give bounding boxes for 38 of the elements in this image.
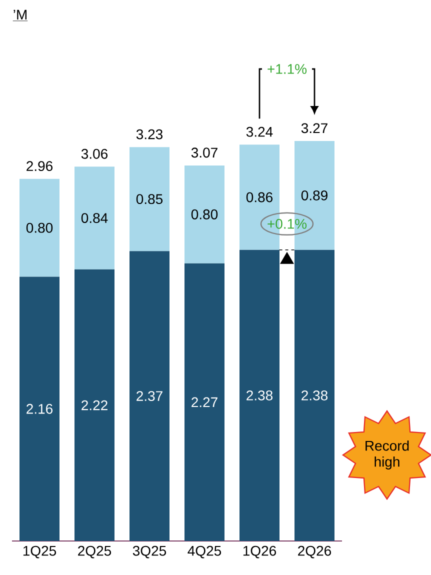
data-label: 2.38 (302, 390, 328, 400)
total-label: 3.23 (136, 129, 162, 140)
data-label: 0.85 (136, 194, 163, 204)
bar (74, 269, 114, 541)
data-label: 0.80 (26, 222, 53, 233)
text: +1.1% (268, 64, 307, 74)
data-label: 0.89 (301, 190, 328, 200)
x-tick-label: 4Q25 (188, 546, 222, 558)
x-tick-label: 3Q25 (132, 546, 166, 558)
total-label: 3.07 (191, 148, 218, 158)
text: ’M (14, 10, 26, 20)
total-label: 3.06 (81, 148, 108, 159)
data-label: 0.84 (81, 213, 108, 224)
bar (130, 147, 170, 252)
bar (239, 250, 280, 541)
data-label: 2.38 (246, 390, 273, 400)
total-label: 3.24 (246, 126, 273, 137)
bar (294, 250, 334, 541)
bar (184, 165, 224, 264)
bar (74, 166, 114, 270)
data-label: 0.80 (191, 209, 218, 220)
data-label: 0.86 (246, 192, 272, 202)
annotation: +0.1% (268, 218, 307, 229)
bar (130, 251, 170, 541)
x-tick-label: 2Q25 (78, 546, 112, 558)
text: Record high (366, 440, 409, 470)
bar (20, 276, 60, 541)
total-label: 3.27 (301, 123, 328, 134)
data-label: 2.16 (26, 404, 53, 414)
x-tick-label: 1Q26 (243, 546, 276, 558)
data-label: 2.27 (192, 397, 218, 408)
bar (184, 263, 224, 541)
data-label: 2.22 (82, 400, 108, 410)
x-tick-label: 1Q25 (23, 546, 56, 558)
data-label: 2.37 (136, 391, 162, 402)
x-tick-label: 2Q26 (298, 546, 331, 558)
total-label: 2.96 (26, 161, 53, 172)
bar (20, 178, 60, 277)
